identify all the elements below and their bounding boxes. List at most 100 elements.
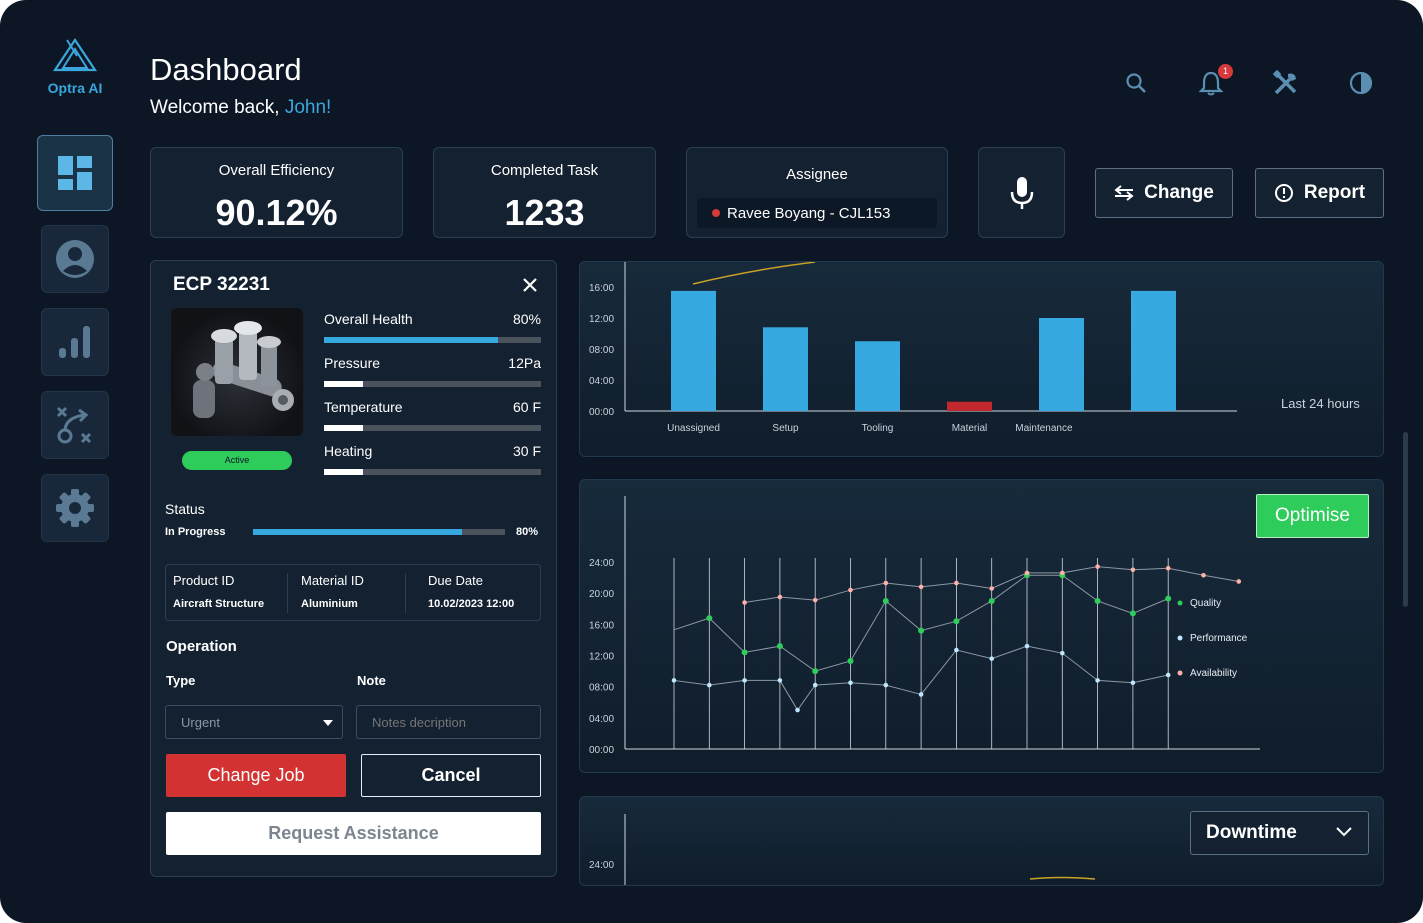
change-button[interactable]: Change xyxy=(1095,168,1233,218)
data-point[interactable] xyxy=(777,594,783,600)
data-point[interactable] xyxy=(988,597,995,604)
data-point[interactable] xyxy=(707,682,712,688)
data-point[interactable] xyxy=(954,580,959,586)
info-divider xyxy=(405,573,406,613)
scrollbar[interactable] xyxy=(1403,432,1408,607)
data-point[interactable] xyxy=(812,668,819,675)
data-point[interactable] xyxy=(1024,643,1030,649)
voice-input-button[interactable] xyxy=(978,147,1065,238)
search-icon xyxy=(1126,73,1146,93)
data-point[interactable] xyxy=(742,600,747,605)
gear-icon xyxy=(56,489,94,527)
type-select[interactable]: Urgent xyxy=(165,705,343,739)
series-line xyxy=(673,645,1169,711)
data-point[interactable] xyxy=(1129,610,1136,617)
theme-toggle-button[interactable] xyxy=(1346,68,1376,98)
downtime-select[interactable]: Downtime xyxy=(1190,811,1369,855)
data-point[interactable] xyxy=(795,707,800,713)
data-point[interactable] xyxy=(1201,572,1206,578)
data-point[interactable] xyxy=(812,597,818,603)
data-point[interactable] xyxy=(918,692,924,697)
bar[interactable] xyxy=(1131,290,1176,411)
bar[interactable] xyxy=(763,327,808,411)
data-point[interactable] xyxy=(1165,565,1171,571)
cancel-button[interactable]: Cancel xyxy=(361,754,541,797)
optimise-button[interactable]: Optimise xyxy=(1256,494,1369,538)
data-point[interactable] xyxy=(1165,595,1172,602)
note-input[interactable] xyxy=(356,705,541,739)
report-button[interactable]: Report xyxy=(1255,168,1384,218)
data-point[interactable] xyxy=(954,647,959,653)
sidebar-item-settings[interactable] xyxy=(41,474,109,542)
data-point[interactable] xyxy=(777,678,783,683)
request-assistance-button[interactable]: Request Assistance xyxy=(166,812,541,855)
bar[interactable] xyxy=(671,290,716,411)
y-tick-label: 16:00 xyxy=(589,620,614,631)
data-point[interactable] xyxy=(1095,564,1100,569)
completed-task-card: Completed Task 1233 xyxy=(433,147,656,238)
pressure-bar-fill xyxy=(324,381,364,387)
bar[interactable] xyxy=(855,341,900,411)
data-point[interactable] xyxy=(1165,672,1171,678)
data-point[interactable] xyxy=(1060,570,1065,576)
app-logo[interactable]: Optra AI xyxy=(40,38,110,96)
data-point[interactable] xyxy=(1095,678,1100,683)
data-point[interactable] xyxy=(776,643,783,650)
data-point[interactable] xyxy=(848,587,853,593)
welcome-message: Welcome back, John! xyxy=(150,97,331,119)
data-point[interactable] xyxy=(989,656,994,661)
sidebar-item-analytics[interactable] xyxy=(41,308,109,376)
data-point[interactable] xyxy=(1060,650,1065,656)
tools-button[interactable] xyxy=(1271,68,1301,98)
sidebar-item-dashboard[interactable] xyxy=(37,135,113,211)
data-point[interactable] xyxy=(882,597,889,604)
y-tick-label: 04:00 xyxy=(589,376,614,387)
data-point[interactable] xyxy=(918,584,924,590)
strategy-icon xyxy=(56,406,92,444)
report-label: Report xyxy=(1303,182,1366,203)
job-info-box xyxy=(165,564,541,621)
change-job-button[interactable]: Change Job xyxy=(166,754,346,797)
data-point[interactable] xyxy=(883,682,889,688)
data-point[interactable] xyxy=(883,580,889,586)
chevron-down-icon xyxy=(1336,827,1352,837)
assignee-value: Ravee Boyang - CJL153 xyxy=(727,204,891,222)
change-label: Change xyxy=(1144,182,1214,203)
close-button[interactable] xyxy=(520,275,540,295)
data-point[interactable] xyxy=(1130,680,1136,686)
data-point[interactable] xyxy=(989,586,994,591)
bar[interactable] xyxy=(947,401,992,411)
search-button[interactable] xyxy=(1121,68,1151,98)
sidebar-item-profile[interactable] xyxy=(41,225,109,293)
bar[interactable] xyxy=(1039,318,1084,411)
notifications-button[interactable] xyxy=(1196,68,1226,98)
data-point[interactable] xyxy=(741,649,748,656)
y-tick-label: 24:00 xyxy=(589,860,614,871)
assignee-label: Assignee xyxy=(786,166,848,183)
app-name: Optra AI xyxy=(47,80,103,96)
legend-label: Performance xyxy=(1190,633,1248,644)
data-point[interactable] xyxy=(1024,570,1030,576)
data-point[interactable] xyxy=(1130,567,1136,573)
oee-line-chart: 00:00 04:00 08:00 12:00 16:00 20:00 24:00 Quali… xyxy=(589,496,1260,756)
data-point[interactable] xyxy=(918,627,925,634)
assignee-selector[interactable]: Ravee Boyang - CJL153 xyxy=(697,198,937,228)
y-tick-label: 12:00 xyxy=(589,652,614,663)
data-point[interactable] xyxy=(742,678,747,683)
legend-label: Availability xyxy=(1190,668,1237,679)
data-point[interactable] xyxy=(671,678,677,683)
metric-value-health: 80% xyxy=(512,311,541,327)
status-progress-fill xyxy=(253,529,463,535)
sidebar-item-strategy[interactable] xyxy=(41,391,109,459)
tools-icon xyxy=(1273,70,1297,95)
data-point[interactable] xyxy=(848,680,853,686)
data-point[interactable] xyxy=(1236,579,1242,584)
data-point[interactable] xyxy=(1094,597,1101,604)
data-point[interactable] xyxy=(953,618,960,625)
data-point[interactable] xyxy=(847,657,854,664)
temperature-bar xyxy=(324,425,541,431)
due-date-label: Due Date xyxy=(428,573,483,588)
data-point[interactable] xyxy=(706,615,713,622)
engine-illustration xyxy=(193,321,294,418)
data-point[interactable] xyxy=(812,682,818,688)
